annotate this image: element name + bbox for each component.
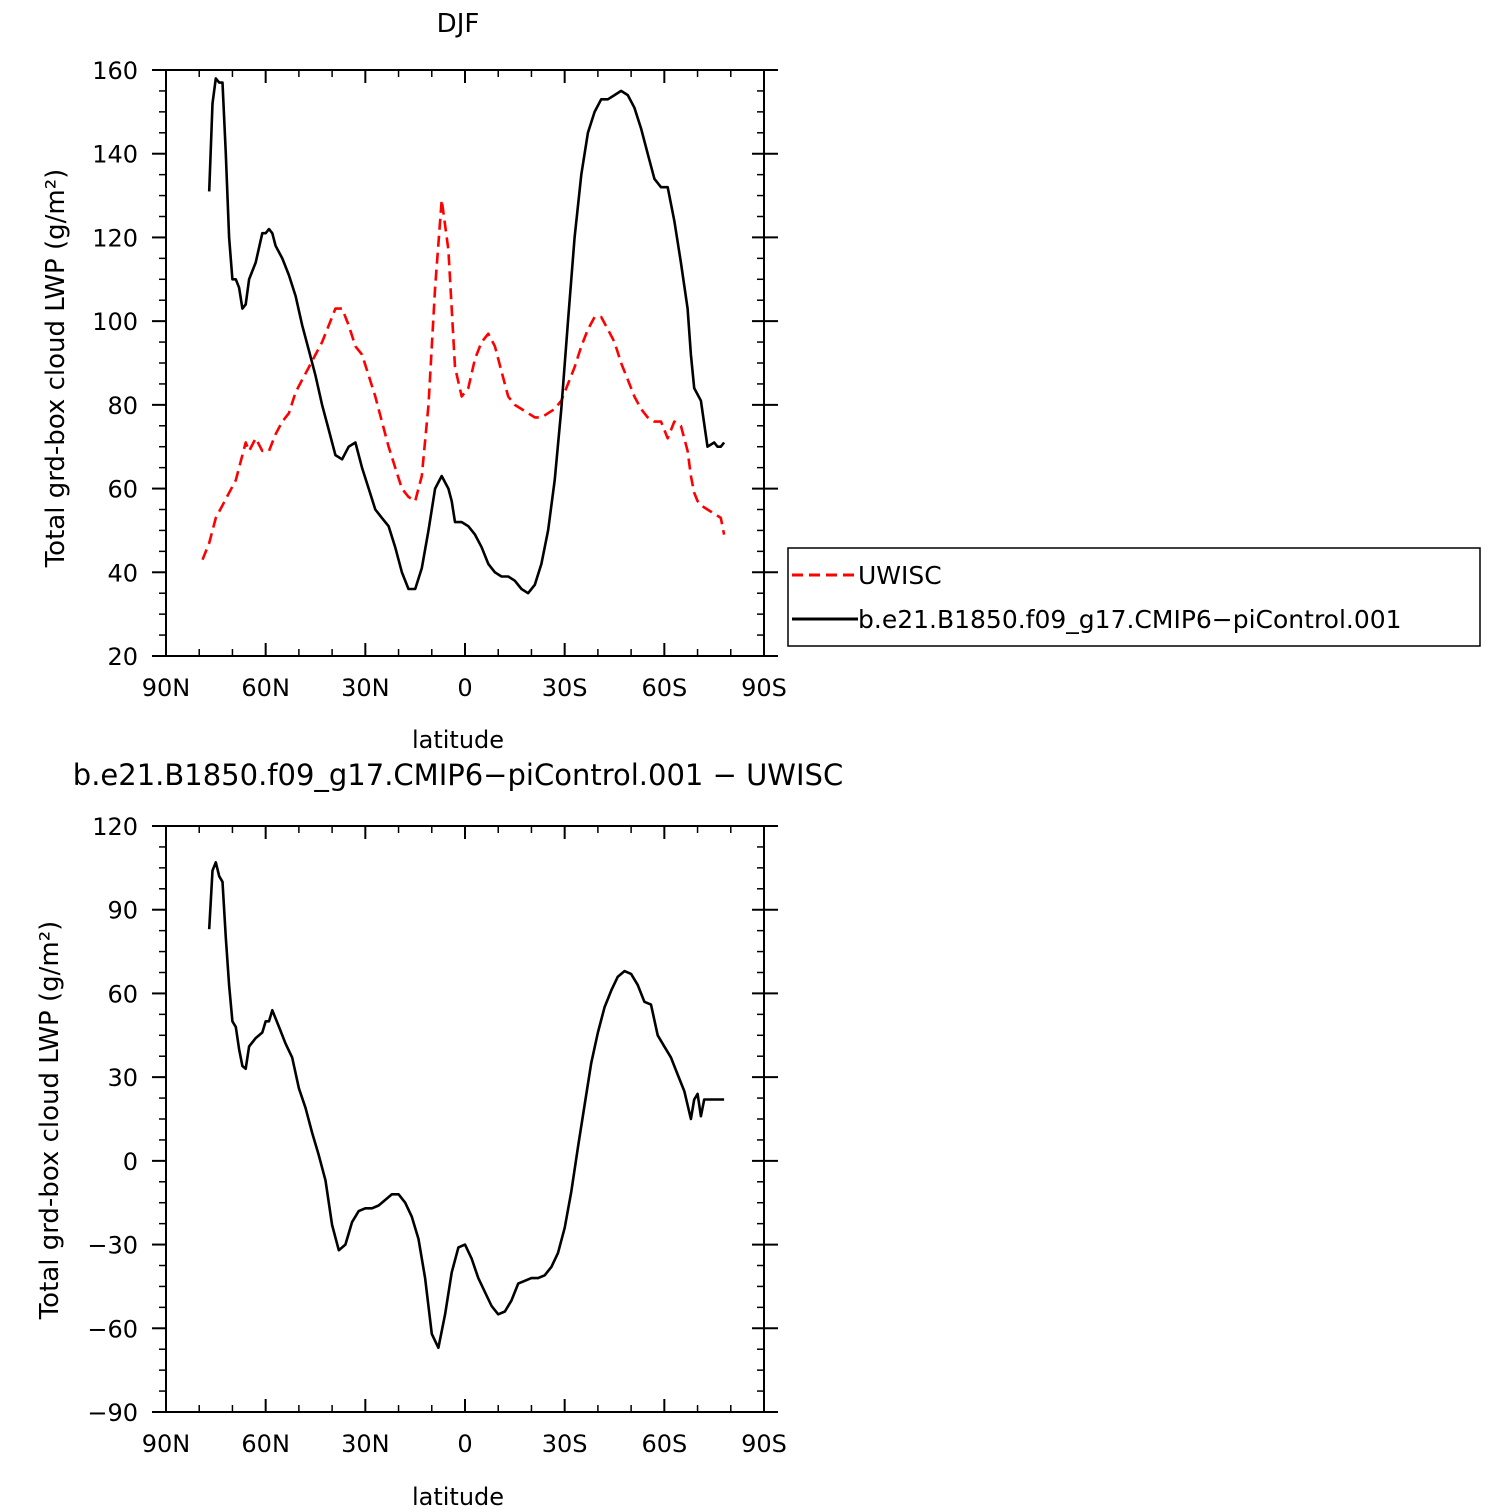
top-y-tick-label: 160 [92, 57, 138, 85]
bottom-x-tick-label: 90S [741, 1430, 787, 1458]
top-series-lines [201, 77, 726, 595]
top-x-tick-label: 90S [741, 674, 787, 702]
top-panel: DJF 90N 60N 30N 0 30S 60S 90S 20 40 60 80 100 120 140… [41, 9, 787, 754]
top-x-tick-label: 30S [542, 674, 588, 702]
top-series-line-1 [207, 77, 726, 595]
bottom-x-tick-label: 30S [542, 1430, 588, 1458]
top-chart-title: DJF [437, 9, 480, 39]
bottom-x-tick-label: 60N [241, 1430, 290, 1458]
top-y-tick-label: 100 [92, 308, 138, 336]
top-x-axis-label: latitude [412, 726, 504, 754]
legend-box [787, 547, 1481, 647]
bottom-y-tick-label: 60 [107, 980, 138, 1008]
bottom-x-tick-label: 60S [641, 1430, 687, 1458]
bottom-y-tick-label: 0 [123, 1148, 138, 1176]
top-axis-ticks: 90N 60N 30N 0 30S 60S 90S 20 40 60 80 100 120 140 160 [92, 57, 787, 702]
bottom-y-tick-label: −90 [87, 1399, 138, 1427]
top-y-axis-label: Total grd-box cloud LWP (g/m²) [41, 169, 71, 569]
top-y-tick-label: 60 [107, 476, 138, 504]
bottom-x-tick-label: 30N [341, 1430, 390, 1458]
bottom-series-lines [207, 860, 725, 1350]
bottom-axis-ticks: 90N 60N 30N 0 30S 60S 90S −90 −60 −30 0 30 60 90 120 [87, 813, 787, 1458]
bottom-y-tick-label: 30 [107, 1064, 138, 1092]
top-y-tick-label: 80 [107, 392, 138, 420]
legend-label-uwisc: UWISC [858, 561, 942, 590]
bottom-y-axis-label: Total grd-box cloud LWP (g/m²) [35, 921, 65, 1321]
bottom-y-tick-label: −60 [87, 1315, 138, 1343]
bottom-y-tick-label: 90 [107, 897, 138, 925]
top-y-tick-label: 140 [92, 141, 138, 169]
top-x-tick-label: 0 [457, 674, 472, 702]
bottom-series-line-0 [207, 860, 725, 1350]
top-series-line-0 [201, 198, 726, 561]
top-x-tick-label: 30N [341, 674, 390, 702]
top-y-tick-label: 40 [107, 559, 138, 587]
top-y-tick-label: 20 [107, 643, 138, 671]
bottom-x-tick-label: 90N [142, 1430, 191, 1458]
bottom-y-tick-label: 120 [92, 813, 138, 841]
legend: UWISC b.e21.B1850.f09_g17.CMIP6−piContro… [787, 547, 1481, 647]
top-y-tick-label: 120 [92, 224, 138, 252]
bottom-panel: b.e21.B1850.f09_g17.CMIP6−piControl.001 … [35, 758, 843, 1511]
bottom-plot-frame [165, 825, 765, 1413]
bottom-chart-title: b.e21.B1850.f09_g17.CMIP6−piControl.001 … [73, 758, 843, 792]
bottom-x-tick-label: 0 [457, 1430, 472, 1458]
legend-label-model: b.e21.B1850.f09_g17.CMIP6−piControl.001 [858, 605, 1402, 634]
top-x-tick-label: 90N [142, 674, 191, 702]
bottom-y-tick-label: −30 [87, 1232, 138, 1260]
bottom-x-axis-label: latitude [412, 1483, 504, 1511]
top-x-tick-label: 60S [641, 674, 687, 702]
top-plot-frame [165, 69, 765, 657]
top-x-tick-label: 60N [241, 674, 290, 702]
